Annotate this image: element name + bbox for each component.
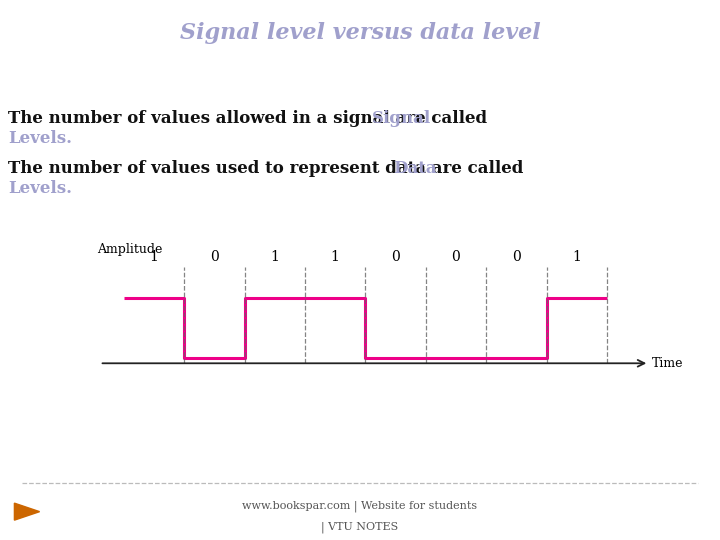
Text: Levels.: Levels. — [8, 180, 72, 197]
Text: Signal level versus data level: Signal level versus data level — [179, 22, 541, 44]
Text: The number of values used to represent data are called: The number of values used to represent d… — [8, 160, 529, 177]
Text: Signal: Signal — [372, 110, 431, 127]
Text: www.bookspar.com | Website for students: www.bookspar.com | Website for students — [243, 500, 477, 512]
Text: Data: Data — [393, 160, 436, 177]
Text: 0: 0 — [391, 250, 400, 264]
Text: 1: 1 — [572, 250, 581, 264]
Text: | VTU NOTES: | VTU NOTES — [321, 522, 399, 534]
Text: 0: 0 — [451, 250, 460, 264]
Text: 1: 1 — [270, 250, 279, 264]
Polygon shape — [14, 503, 40, 520]
Text: Levels.: Levels. — [8, 130, 72, 147]
Text: 0: 0 — [210, 250, 219, 264]
Text: 1: 1 — [150, 250, 158, 264]
Text: Time: Time — [652, 357, 684, 370]
Text: 0: 0 — [512, 250, 521, 264]
Text: Amplitude: Amplitude — [96, 243, 162, 256]
Text: 1: 1 — [330, 250, 340, 264]
Text: The number of values allowed in a signal are called: The number of values allowed in a signal… — [8, 110, 493, 127]
